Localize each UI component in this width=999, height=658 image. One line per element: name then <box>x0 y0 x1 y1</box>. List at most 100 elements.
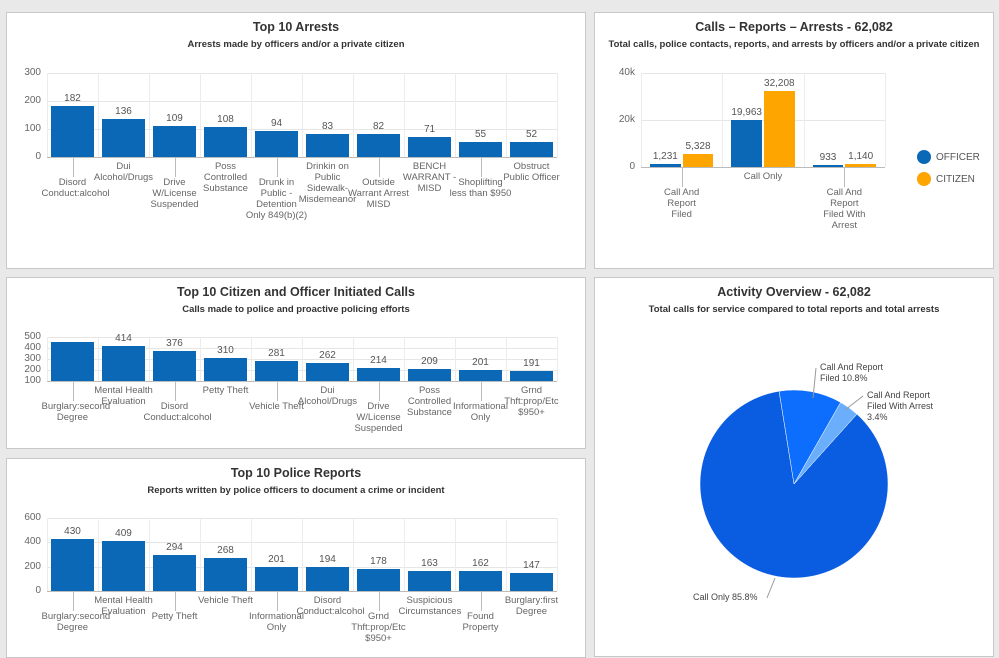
category-label: Call And Report Filed With Arrest <box>823 187 866 231</box>
bar[interactable] <box>682 154 714 167</box>
value-label: 19,963 <box>731 107 762 119</box>
category-label: Vehicle Theft <box>249 401 304 412</box>
vgridline <box>98 337 99 381</box>
bar[interactable] <box>357 569 400 591</box>
bar[interactable] <box>408 137 451 157</box>
y-tick-label: 0 <box>35 585 41 596</box>
bar[interactable] <box>845 164 876 167</box>
value-label: 108 <box>217 113 234 125</box>
vgridline <box>302 518 303 591</box>
pie-label-report-filed: Call And Report Filed 10.8% <box>820 362 884 383</box>
officer-swatch <box>917 150 931 164</box>
vgridline <box>149 518 150 591</box>
value-label: 178 <box>370 556 387 568</box>
value-label: 376 <box>166 337 183 349</box>
bar[interactable] <box>510 370 553 381</box>
category-label: Burglary:first Degree <box>504 595 559 617</box>
panel-top-arrests: Top 10 Arrests Arrests made by officers … <box>6 12 586 269</box>
category-label: Drunk in Public - Detention Only 849(b)(… <box>245 177 308 221</box>
vgridline <box>803 73 805 167</box>
value-label: 201 <box>472 356 489 368</box>
bar[interactable] <box>306 133 349 157</box>
vgridline <box>455 518 456 591</box>
value-label: 162 <box>472 558 489 570</box>
category-label: Mental Health Evaluation <box>94 595 153 617</box>
vgridline <box>557 518 558 591</box>
bar[interactable] <box>650 164 681 167</box>
bar[interactable] <box>764 91 795 167</box>
bar[interactable] <box>510 573 553 591</box>
bar[interactable] <box>102 541 145 591</box>
axis-tick <box>378 157 380 177</box>
value-label: 194 <box>319 554 336 566</box>
y-tick-label: 200 <box>24 560 41 572</box>
bar[interactable] <box>102 118 145 157</box>
vgridline <box>557 73 558 157</box>
bar[interactable] <box>255 361 298 381</box>
axis-tick <box>72 157 74 177</box>
vgridline <box>98 518 99 591</box>
vgridline <box>251 337 252 381</box>
bar[interactable] <box>204 558 247 591</box>
legend-citizen[interactable]: CITIZEN <box>917 172 975 186</box>
category-label: Grnd Thft:prop/Etc $950+ <box>351 611 406 644</box>
y-tick-label: 40k <box>618 67 635 78</box>
bar[interactable] <box>408 571 451 591</box>
gridline <box>47 157 557 158</box>
bar[interactable] <box>510 142 553 157</box>
axis-tick <box>72 381 74 401</box>
bar[interactable] <box>204 357 247 381</box>
bar[interactable] <box>408 369 451 381</box>
panel-calls-reports-arrests: Calls – Reports – Arrests - 62,082 Total… <box>594 12 994 269</box>
category-label: Grnd Thft:prop/Etc $950+ <box>504 385 559 418</box>
chart-subtitle: Arrests made by officers and/or a privat… <box>187 39 405 50</box>
bar[interactable] <box>153 126 196 157</box>
gridline <box>641 120 885 121</box>
gridline <box>47 591 557 592</box>
value-label: 82 <box>372 121 385 133</box>
value-label: 294 <box>166 542 183 554</box>
vgridline <box>506 337 507 381</box>
bar[interactable] <box>51 341 94 381</box>
panel-top-reports: Top 10 Police Reports Reports written by… <box>6 458 586 658</box>
bar[interactable] <box>306 567 349 591</box>
bar[interactable] <box>51 106 94 157</box>
vgridline <box>98 73 99 157</box>
pie-slice[interactable] <box>699 390 889 579</box>
bar[interactable] <box>731 120 762 167</box>
y-tick-label: 400 <box>24 342 41 353</box>
citizen-swatch <box>917 172 931 186</box>
axis-tick <box>276 591 278 611</box>
value-label: 430 <box>64 525 81 537</box>
bar[interactable] <box>204 126 247 157</box>
bar[interactable] <box>153 350 196 381</box>
bar[interactable] <box>51 538 94 591</box>
bar[interactable] <box>459 571 502 591</box>
axis-tick <box>378 381 380 401</box>
bar[interactable] <box>357 368 400 381</box>
vgridline <box>302 73 303 157</box>
bar[interactable] <box>153 555 196 591</box>
vgridline <box>506 518 507 591</box>
bar[interactable] <box>812 164 844 167</box>
axis-tick <box>276 157 278 177</box>
value-label: 1,231 <box>652 151 678 163</box>
category-label: Petty Theft <box>151 611 198 622</box>
bar[interactable] <box>255 130 298 157</box>
calls-reports-arrests-bar-chart: 0 20k 40k 1,231 19,963 933 5,328 32,208 1,140 Cal… <box>595 13 993 268</box>
bar[interactable] <box>255 566 298 591</box>
bar[interactable] <box>102 346 145 381</box>
pie-slice[interactable] <box>793 402 858 485</box>
value-label: 310 <box>217 344 234 356</box>
chart-subtitle: Reports written by police officers to do… <box>147 485 445 496</box>
axis-tick <box>480 157 482 177</box>
bar[interactable] <box>459 141 502 157</box>
bar[interactable] <box>357 134 400 157</box>
bar[interactable] <box>459 369 502 381</box>
bar[interactable] <box>306 363 349 381</box>
value-label: 214 <box>370 355 387 367</box>
value-label: 409 <box>115 528 132 540</box>
legend-officer[interactable]: OFFICER <box>917 150 980 164</box>
pie-connector <box>844 395 864 411</box>
activity-pie-chart <box>699 367 889 599</box>
